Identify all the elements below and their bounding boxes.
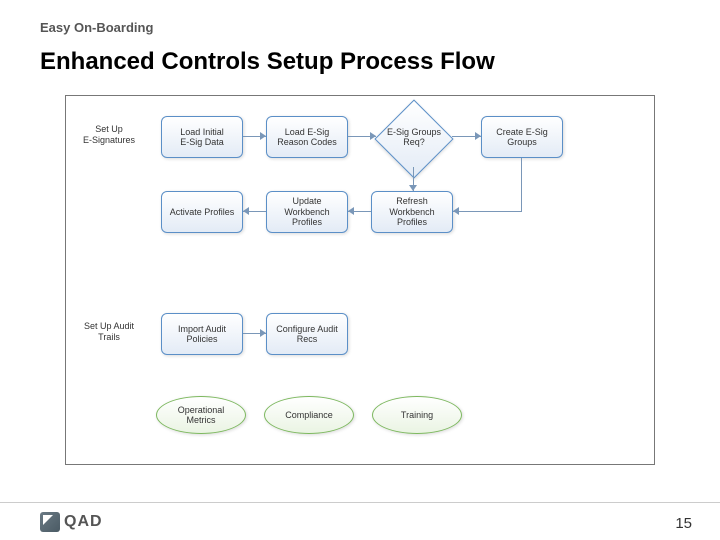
connector — [521, 158, 522, 212]
logo-icon — [40, 512, 60, 532]
node-refresh-workbench: RefreshWorkbenchProfiles — [371, 191, 453, 233]
logo-text: QAD — [64, 513, 103, 531]
footer: QAD 15 — [0, 502, 720, 540]
subtitle: Easy On-Boarding — [40, 20, 153, 35]
flow-diagram: Set UpE-Signatures Load InitialE-Sig Dat… — [65, 95, 655, 465]
node-load-initial-esig: Load InitialE-Sig Data — [161, 116, 243, 158]
row3-label: Set Up AuditTrails — [74, 321, 144, 343]
node-update-workbench: UpdateWorkbenchProfiles — [266, 191, 348, 233]
arrow-icon — [260, 132, 266, 140]
row1-label: Set UpE-Signatures — [74, 124, 144, 146]
arrow-icon — [243, 207, 249, 215]
node-decision-text: E-Sig GroupsReq? — [384, 128, 444, 148]
node-import-audit: Import AuditPolicies — [161, 313, 243, 355]
node-configure-audit: Configure AuditRecs — [266, 313, 348, 355]
node-operational-metrics: OperationalMetrics — [156, 396, 246, 434]
node-training: Training — [372, 396, 462, 434]
arrow-icon — [475, 132, 481, 140]
arrow-icon — [409, 185, 417, 191]
arrow-icon — [453, 207, 459, 215]
node-compliance: Compliance — [264, 396, 354, 434]
logo: QAD — [40, 512, 103, 532]
node-load-reason-codes: Load E-SigReason Codes — [266, 116, 348, 158]
arrow-icon — [370, 132, 376, 140]
connector — [453, 211, 522, 212]
page-number: 15 — [675, 515, 692, 532]
arrow-icon — [348, 207, 354, 215]
node-activate-profiles: Activate Profiles — [161, 191, 243, 233]
page-title: Enhanced Controls Setup Process Flow — [40, 48, 495, 76]
node-create-esig-groups: Create E-SigGroups — [481, 116, 563, 158]
arrow-icon — [260, 329, 266, 337]
